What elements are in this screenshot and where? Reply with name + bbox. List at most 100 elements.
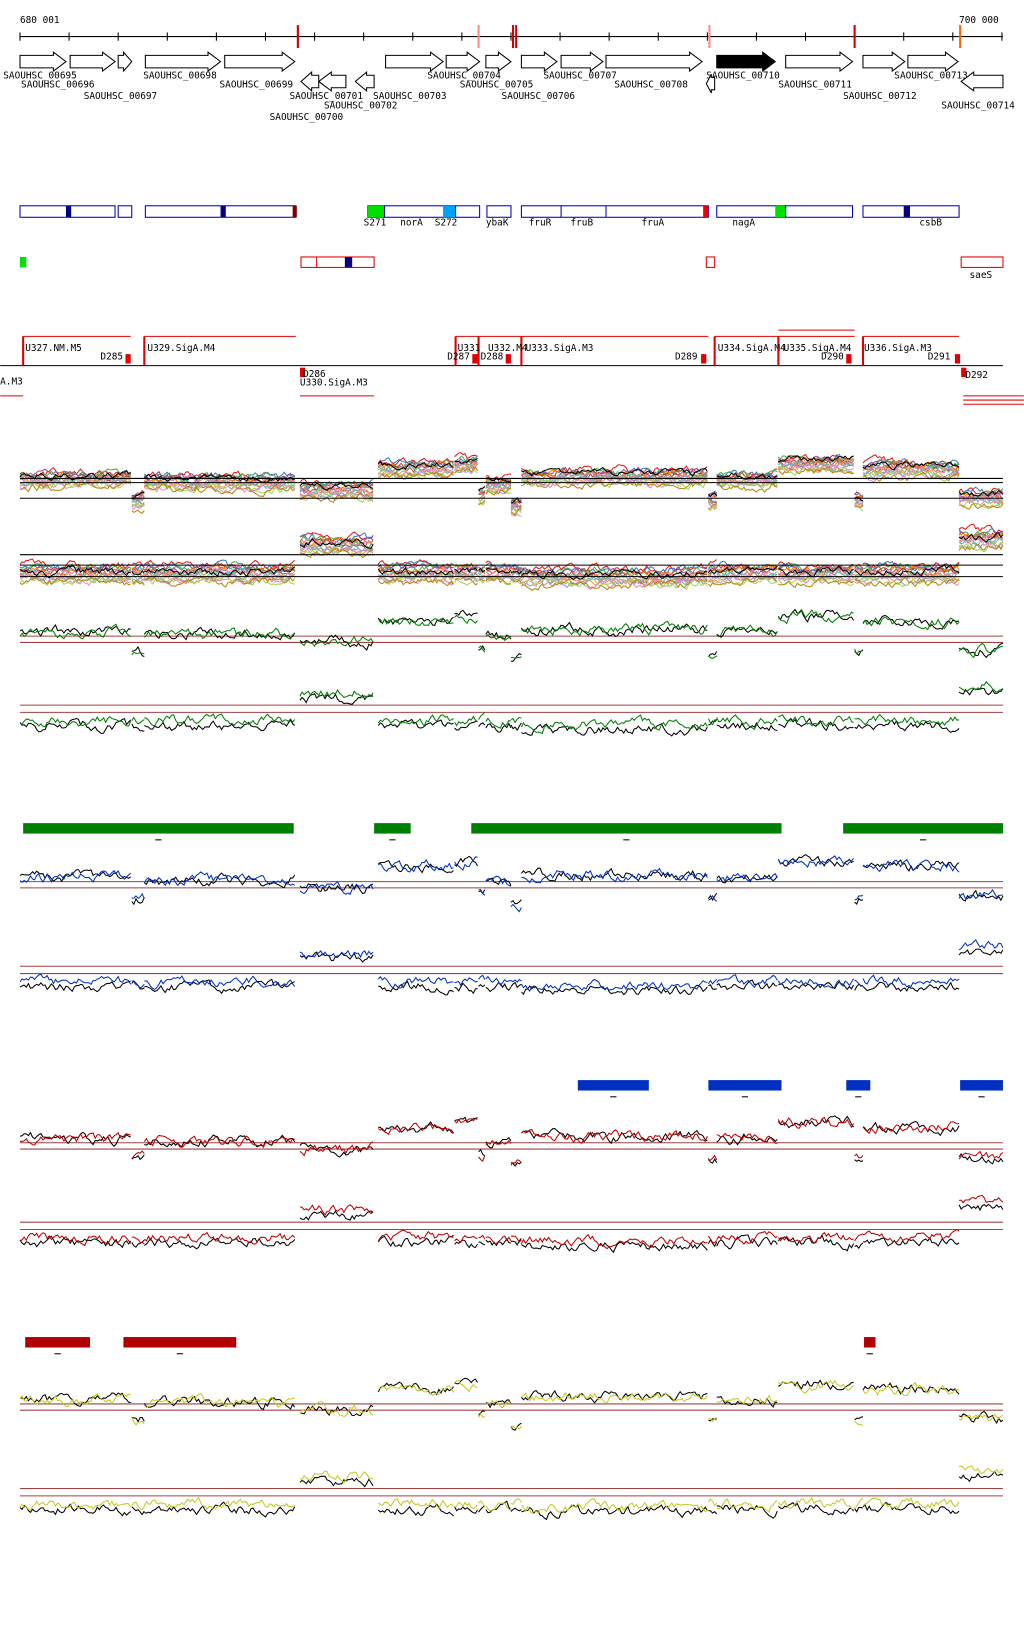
- trace: [510, 1422, 522, 1431]
- trace: [521, 573, 708, 586]
- trace: [485, 576, 512, 585]
- trace: [454, 452, 478, 460]
- trace: [131, 980, 145, 989]
- feature-label: fruR: [529, 218, 552, 229]
- gene-arrow: [785, 51, 854, 73]
- trace: [131, 579, 145, 586]
- trace: [854, 1153, 864, 1159]
- trace: [19, 558, 131, 571]
- trace: [778, 1379, 854, 1391]
- gene-arrow: [907, 51, 959, 73]
- trace: [854, 1420, 864, 1427]
- gene-arrow: [144, 51, 222, 73]
- trace: [485, 717, 512, 729]
- trace: [708, 500, 717, 504]
- trace: [19, 1232, 132, 1247]
- trace: [454, 1501, 478, 1510]
- trace: [958, 1410, 1004, 1425]
- trace: [19, 1392, 131, 1407]
- trace: [144, 1501, 296, 1518]
- segment-label: U335.SigA.M4: [784, 343, 852, 354]
- trace: [510, 508, 522, 517]
- trace: [854, 1242, 864, 1250]
- trace: [19, 468, 132, 481]
- trace: [299, 883, 374, 895]
- trace: [144, 713, 296, 727]
- gene-arrow: [862, 51, 906, 73]
- trace: [510, 571, 522, 579]
- trace: [19, 476, 132, 487]
- trace: [958, 1465, 1004, 1475]
- trace: [143, 1134, 295, 1149]
- gene-arrow: [560, 51, 604, 73]
- trace: [478, 1500, 486, 1508]
- trace: [854, 504, 864, 508]
- trace: [521, 867, 708, 884]
- trace: [377, 1234, 454, 1248]
- trace: [454, 855, 478, 867]
- trace: [299, 1141, 374, 1157]
- trace: [862, 713, 960, 726]
- gene-arrow: [69, 51, 116, 73]
- trace: [778, 465, 854, 476]
- trace: [378, 617, 454, 626]
- trace: [716, 1498, 778, 1513]
- trace: [958, 948, 1004, 956]
- gene-label: SAOUHSC_00710: [706, 70, 780, 81]
- trace: [19, 623, 132, 640]
- trace: [707, 492, 718, 498]
- trace: [708, 1418, 717, 1422]
- trace: [478, 1412, 486, 1418]
- trace: [510, 1498, 522, 1505]
- segment-label: D292: [965, 370, 988, 381]
- segment-label: U332.M4: [488, 343, 528, 354]
- trace: [862, 974, 960, 988]
- trace: [510, 578, 522, 585]
- trace: [478, 578, 485, 582]
- track-bar: [374, 823, 411, 834]
- trace: [716, 979, 778, 991]
- trace: [485, 575, 512, 586]
- trace: [707, 718, 717, 726]
- trace: [143, 1395, 296, 1411]
- trace: [521, 574, 708, 590]
- gene-arrow: [520, 51, 558, 73]
- trace: [520, 978, 708, 992]
- trace: [958, 642, 1004, 659]
- trace: [478, 579, 486, 584]
- trace: [958, 538, 1004, 549]
- trace: [454, 578, 478, 586]
- trace: [454, 466, 478, 474]
- trace: [454, 614, 478, 625]
- trace: [485, 482, 512, 490]
- trace: [19, 624, 131, 637]
- trace: [521, 464, 708, 479]
- trace: [131, 509, 145, 514]
- segment-label: U329.SigA.M4: [147, 343, 215, 354]
- trace: [862, 564, 960, 577]
- trace: [144, 473, 295, 483]
- trace: [958, 1203, 1004, 1212]
- trace: [777, 855, 854, 868]
- segment-label: U333.SigA.M3: [526, 343, 594, 354]
- trace: [299, 880, 374, 896]
- trace: [299, 1475, 374, 1488]
- trace: [707, 559, 718, 565]
- trace: [478, 984, 486, 988]
- trace: [854, 1233, 864, 1242]
- trace: [478, 974, 486, 980]
- trace: [716, 479, 778, 490]
- trace: [716, 1504, 778, 1519]
- trace: [299, 488, 374, 503]
- trace: [521, 620, 708, 637]
- trace: [716, 974, 778, 989]
- trace: [707, 651, 718, 657]
- trace: [958, 1150, 1004, 1160]
- trace: [716, 1133, 778, 1146]
- trace: [299, 1470, 374, 1484]
- trace: [131, 502, 145, 508]
- trace: [716, 1132, 778, 1144]
- trace: [510, 981, 522, 989]
- trace: [454, 574, 478, 583]
- trace: [478, 1241, 486, 1246]
